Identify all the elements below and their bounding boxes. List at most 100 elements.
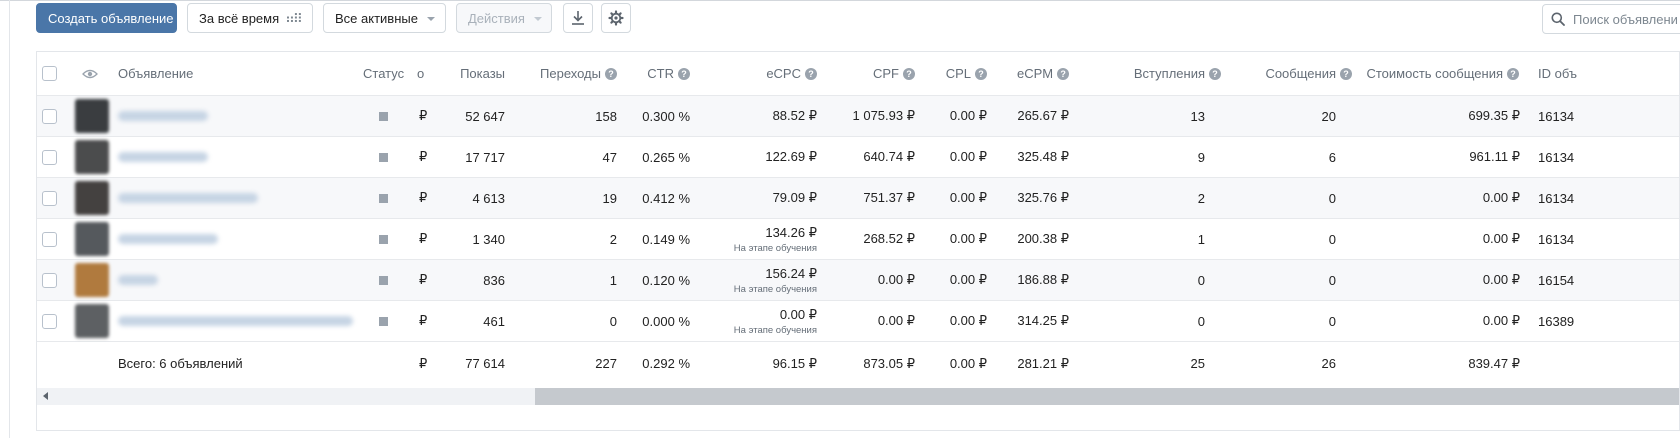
cell-cpf: 0.00 ₽ [877,313,915,328]
question-icon[interactable]: ? [1209,67,1221,80]
scrollbar-thumb[interactable] [535,388,1679,405]
ecpc-value: 134.26 ₽ [765,224,817,240]
period-label: За всё время [199,10,280,26]
header-clicks[interactable]: Переходы? [507,52,617,95]
row-checkbox[interactable] [42,313,57,329]
create-ad-button[interactable]: Создать объявление [36,3,177,33]
cell-currency: ₽ [419,231,428,246]
cell-ctr: 0.300 % [642,108,690,124]
header-ecpm[interactable]: eCPM? [1017,52,1070,95]
table-row[interactable]: ₽461 0 0.000 % 0.00 ₽ 0.00 ₽ 314.25 ₽ 0 0 0.00 ₽… [37,301,1679,342]
cell-ecpm: 200.38 ₽ [1017,231,1069,246]
question-icon[interactable]: ? [678,67,690,80]
ad-name-cell [118,260,158,300]
settings-button[interactable] [601,3,631,33]
ad-thumbnail[interactable] [75,263,109,297]
header-messages[interactable]: Сообщения? [1227,52,1352,95]
header-clicks-label: Переходы [540,66,601,81]
cell-clicks: 2 [609,231,617,247]
row-checkbox[interactable] [42,231,57,247]
question-icon[interactable]: ? [903,67,915,80]
table-header-row: Объявление Статус о Показы Переходы? CTR… [37,52,1679,96]
status-cell [379,219,388,259]
cell-messages: 6 [1328,149,1336,165]
ad-name-link[interactable] [118,111,208,121]
ad-name-cell [118,137,208,177]
period-dropdown[interactable]: За всё время [187,3,313,33]
question-icon[interactable]: ? [1507,67,1519,80]
header-id[interactable]: ID объ [1538,66,1577,81]
header-status[interactable]: Статус [363,66,405,81]
question-icon[interactable]: ? [1340,67,1352,80]
cell-message-cost: 0.00 ₽ [1482,313,1520,328]
table-row[interactable]: ₽52 647 158 0.300 % 1 075.93 ₽ 0.00 ₽ 265.67 … [37,96,1679,137]
question-icon[interactable]: ? [975,67,987,80]
ad-thumbnail[interactable] [75,304,109,338]
question-icon[interactable]: ? [605,67,617,80]
header-messages-label: Сообщения [1265,66,1336,81]
table-row[interactable]: ₽17 717 47 0.265 % 640.74 ₽0.00 ₽325.48 ₽9 6… [37,137,1679,178]
scroll-left-icon[interactable] [43,392,48,400]
status-indicator[interactable] [379,111,388,121]
header-impressions[interactable]: Показы [460,66,505,81]
row-checkbox[interactable] [42,108,57,124]
ad-name-cell [118,301,353,341]
eye-icon[interactable] [82,69,98,79]
header-currency[interactable]: о [417,66,425,81]
horizontal-scrollbar[interactable] [37,388,1679,405]
header-cpl-label: CPL [945,66,971,81]
cell-cpl: 0.00 ₽ [949,231,987,246]
cell-id: 16134 [1538,231,1575,247]
chevron-down-icon [533,17,542,21]
table-row[interactable]: ₽4 613 19 0.412 % 751.37 ₽ 0.00 ₽ 325.76 ₽ 2 0 0… [37,178,1679,219]
row-checkbox[interactable] [42,190,57,206]
status-filter-dropdown[interactable]: Все активные [323,3,446,33]
select-all-checkbox[interactable] [42,66,57,81]
question-icon[interactable]: ? [1057,67,1070,80]
ad-thumbnail[interactable] [75,99,109,133]
header-ecpm-label: eCPM [1017,66,1054,81]
ad-thumbnail[interactable] [75,181,109,215]
row-checkbox[interactable] [42,272,57,288]
actions-dropdown[interactable]: Действия [456,3,552,33]
cell-currency: ₽ [419,149,428,164]
ad-name-link[interactable] [118,275,158,285]
ad-name-link[interactable] [118,193,258,203]
ad-thumbnail[interactable] [75,222,109,256]
header-cpl[interactable]: CPL? [917,52,987,95]
header-cpf[interactable]: CPF? [827,52,915,95]
ad-thumbnail[interactable] [75,140,109,174]
total-clicks: 227 [595,356,617,371]
cell-clicks: 1 [609,272,617,288]
search-input[interactable]: Поиск объявлени [1542,4,1680,34]
ad-name-link[interactable] [118,234,218,244]
table-row[interactable]: ₽1 340 2 0.149 % 268.52 ₽ 0.00 ₽ 200.38 ₽ 1 0 0.… [37,219,1679,260]
row-checkbox[interactable] [42,149,57,165]
cell-ctr: 0.412 % [642,190,690,206]
header-ad[interactable]: Объявление [118,66,194,81]
download-button[interactable] [563,3,593,33]
cell-cpf: 751.37 ₽ [863,190,915,205]
status-indicator[interactable] [379,316,388,326]
gear-icon [608,10,624,26]
header-joins[interactable]: Вступления? [1097,52,1221,95]
status-cell [379,260,388,300]
total-message-cost: 839.47 ₽ [1468,355,1520,371]
ad-name-link[interactable] [118,316,353,326]
ecpc-value: 88.52 ₽ [772,108,817,123]
status-indicator[interactable] [379,152,388,162]
table-row[interactable]: ₽836 1 0.120 % 0.00 ₽ 0.00 ₽ 186.88 ₽ 0 0 0.00 ₽… [37,260,1679,301]
table-total-row: Всего: 6 объявлений ₽ 77 614 227 0.292 %… [37,340,1679,388]
question-icon[interactable]: ? [805,67,817,80]
cell-cpl: 0.00 ₽ [949,313,987,328]
status-indicator[interactable] [379,275,388,285]
ad-name-link[interactable] [118,152,208,162]
cell-messages: 0 [1328,190,1336,206]
header-ecpc[interactable]: eCPC? [717,52,817,95]
status-indicator[interactable] [379,193,388,203]
status-indicator[interactable] [379,234,388,244]
header-ctr[interactable]: CTR? [617,52,690,95]
header-message-cost[interactable]: Стоимость сообщения? [1357,52,1519,95]
total-ecpm: 281.21 ₽ [1017,355,1069,371]
cell-ecpc: 122.69 ₽ [717,137,817,177]
